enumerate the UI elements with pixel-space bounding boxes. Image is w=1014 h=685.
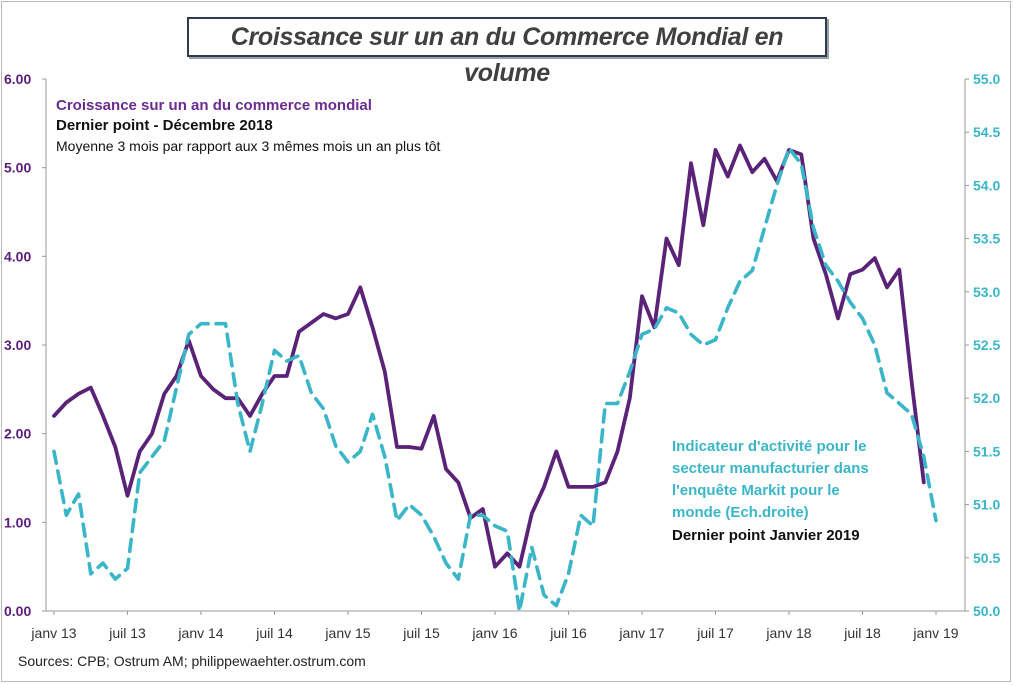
series2-label-line-2: secteur manufacturier dans <box>672 460 869 477</box>
series2-label-line-3: l'enquête Markit pour le <box>672 482 840 499</box>
y-left-tick-label: 0.00 <box>4 603 31 619</box>
x-tick-label: janv 18 <box>765 625 811 641</box>
y-right-tick-label: 52.0 <box>973 390 1000 406</box>
x-tick-label: janv 16 <box>471 625 517 641</box>
y-right-tick-label: 54.5 <box>973 124 1000 140</box>
series2-last-point: Dernier point Janvier 2019 <box>672 527 860 544</box>
y-left-tick-label: 5.00 <box>4 160 31 176</box>
y-right-tick-label: 54.0 <box>973 177 1000 193</box>
x-tick-label: janv 19 <box>912 625 958 641</box>
series2-label-line-1: Indicateur d'activité pour le <box>672 438 866 455</box>
x-tick-label: juil 16 <box>549 625 587 641</box>
x-tick-label: juil 14 <box>255 625 293 641</box>
x-tick-label: juil 15 <box>402 625 440 641</box>
x-tick-label: juil 17 <box>696 625 734 641</box>
x-tick-label: janv 14 <box>177 625 223 641</box>
y-left-tick-label: 2.00 <box>4 426 31 442</box>
y-right-tick-label: 55.0 <box>973 71 1000 87</box>
series1-note: Moyenne 3 mois par rapport aux 3 mêmes m… <box>56 138 441 154</box>
series1-label: Croissance sur un an du commerce mondial <box>56 97 372 114</box>
chart-title: Croissance sur un an du Commerce Mondial… <box>230 23 784 87</box>
chart-title-box: Croissance sur un an du Commerce Mondial… <box>187 17 827 87</box>
x-tick-label: juil 18 <box>843 625 881 641</box>
series-group <box>52 143 938 613</box>
y-right-tick-label: 53.0 <box>973 284 1000 300</box>
y-right-tick-label: 53.5 <box>973 231 1000 247</box>
series-markit-pmi-line <box>52 146 938 613</box>
axes: 0.00 1.00 2.00 3.00 4.00 5.00 6.00 50.0 50.5 51.0… <box>4 71 1000 641</box>
y-right-tick-label: 50.0 <box>973 603 1000 619</box>
source-note: Sources: CPB; Ostrum AM; philippewaehter… <box>18 653 366 669</box>
series2-label-line-4: monde (Ech.droite) <box>672 504 809 521</box>
x-tick-label: juil 13 <box>108 625 146 641</box>
x-tick-label: janv 17 <box>618 625 664 641</box>
series1-last-point: Dernier point - Décembre 2018 <box>56 117 273 134</box>
x-tick-label: janv 15 <box>324 625 370 641</box>
y-right-tick-label: 51.5 <box>973 443 1000 459</box>
y-left-tick-label: 4.00 <box>4 248 31 264</box>
y-right-tick-label: 50.5 <box>973 550 1000 566</box>
y-left-tick-label: 1.00 <box>4 514 31 530</box>
y-right-tick-label: 51.0 <box>973 497 1000 513</box>
y-right-tick-label: 52.5 <box>973 337 1000 353</box>
x-tick-label: janv 13 <box>30 625 76 641</box>
y-left-tick-label: 3.00 <box>4 337 31 353</box>
y-left-tick-label: 6.00 <box>4 71 31 87</box>
